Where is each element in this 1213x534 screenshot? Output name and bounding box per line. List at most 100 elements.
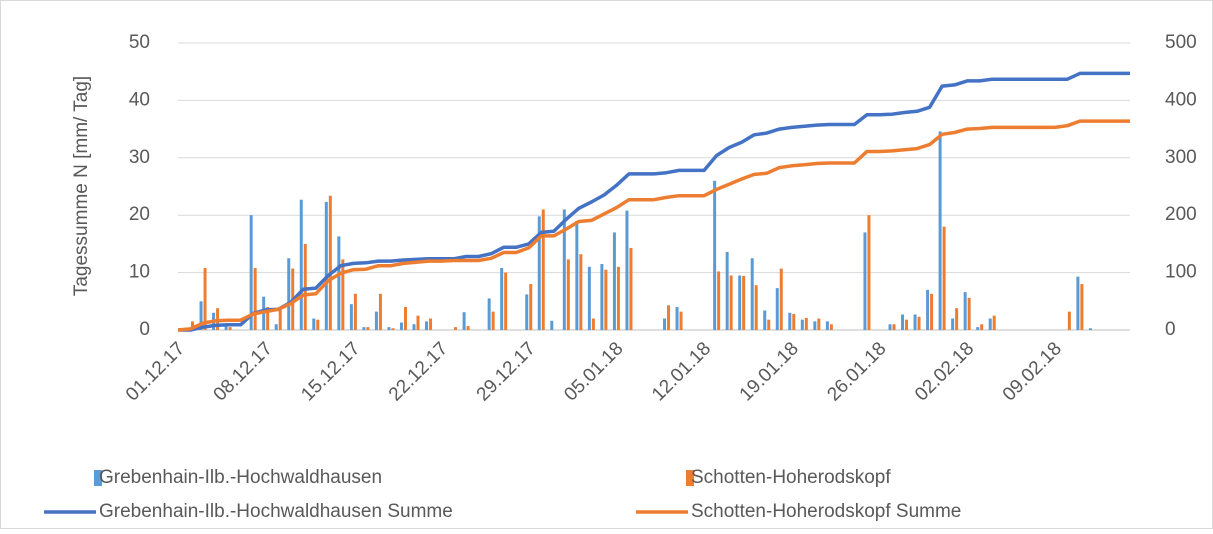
bar: [713, 180, 717, 330]
bar: [629, 247, 633, 330]
bar: [829, 324, 833, 330]
bar: [249, 215, 253, 330]
y2-tick-label: 0: [1165, 319, 1176, 340]
bar: [942, 226, 946, 330]
bar: [817, 318, 821, 330]
bar: [579, 254, 583, 330]
bar: [742, 276, 746, 330]
bar: [980, 324, 984, 330]
bar: [930, 293, 934, 330]
bar: [938, 131, 942, 330]
bar: [378, 293, 382, 330]
bar: [988, 318, 992, 330]
bar: [299, 199, 303, 330]
bar: [224, 324, 228, 330]
bar: [412, 324, 416, 330]
y-tick-label: 30: [129, 147, 150, 168]
bar: [199, 301, 203, 330]
bar: [775, 288, 779, 330]
bar: [425, 321, 429, 330]
bar: [391, 328, 395, 330]
bar: [792, 313, 796, 330]
bar: [253, 268, 257, 330]
bar: [867, 215, 871, 330]
y2-tick-label: 100: [1165, 262, 1197, 283]
bar: [537, 216, 541, 330]
bar: [892, 324, 896, 330]
bar: [767, 319, 771, 330]
bar: [1088, 328, 1092, 330]
bar: [913, 314, 917, 330]
bar: [763, 310, 767, 330]
bar: [487, 298, 491, 330]
bar: [278, 307, 282, 330]
bar: [992, 315, 996, 330]
y2-tick-label: 300: [1165, 147, 1197, 168]
bar: [926, 289, 930, 330]
bar: [667, 305, 671, 330]
bar: [1080, 284, 1084, 330]
bar: [454, 327, 458, 330]
bar: [466, 325, 470, 330]
bar: [566, 259, 570, 330]
bar: [967, 297, 971, 330]
bar: [429, 318, 433, 330]
bar: [504, 272, 508, 330]
bar: [303, 243, 307, 330]
bar: [604, 269, 608, 330]
bar: [525, 294, 529, 330]
y2-tick-label: 200: [1165, 204, 1197, 225]
bar: [416, 315, 420, 330]
bar: [591, 318, 595, 330]
bar: [750, 258, 754, 330]
bar: [316, 319, 320, 330]
bar: [349, 304, 353, 330]
bar: [1067, 311, 1071, 330]
legend-label: Grebenhain-Ilb.-Hochwaldhausen Summe: [99, 501, 453, 522]
bar: [328, 195, 332, 330]
bar: [813, 321, 817, 330]
y-tick-label: 10: [129, 262, 150, 283]
bar: [754, 285, 758, 330]
bar: [374, 311, 378, 330]
bar: [266, 307, 270, 330]
bar: [203, 268, 207, 330]
bar: [491, 311, 495, 330]
bar: [800, 319, 804, 330]
bar: [228, 327, 232, 330]
bar: [550, 320, 554, 330]
line: [177, 119, 1130, 332]
bar: [600, 263, 604, 330]
bar: [562, 209, 566, 330]
bar: [353, 293, 357, 330]
bar: [729, 275, 733, 330]
bar: [274, 324, 278, 330]
bar: [917, 316, 921, 330]
y-tick-label: 20: [129, 204, 150, 225]
bar: [679, 311, 683, 330]
legend-swatch: [94, 470, 102, 486]
bar: [888, 324, 892, 330]
y2-tick-label: 500: [1165, 32, 1197, 53]
bar: [312, 318, 316, 330]
bar: [587, 266, 591, 330]
line: [178, 71, 1130, 332]
bar: [403, 307, 407, 330]
bar: [625, 210, 629, 330]
legend-label: Schotten-Hoherodskopf: [691, 467, 891, 488]
bar: [387, 327, 391, 330]
bar: [575, 220, 579, 330]
bar: [901, 314, 905, 330]
bar: [324, 201, 328, 330]
bar: [717, 271, 721, 330]
bar: [863, 232, 867, 330]
bar: [191, 321, 195, 330]
bar: [804, 317, 808, 330]
bar: [529, 284, 533, 330]
legend-label: Grebenhain-Ilb.-Hochwaldhausen: [99, 467, 382, 488]
bar: [976, 327, 980, 330]
legend-swatch: [686, 470, 694, 486]
bar: [616, 266, 620, 330]
y-axis-title: Tagessumme N [mm/ Tag]: [71, 76, 92, 296]
